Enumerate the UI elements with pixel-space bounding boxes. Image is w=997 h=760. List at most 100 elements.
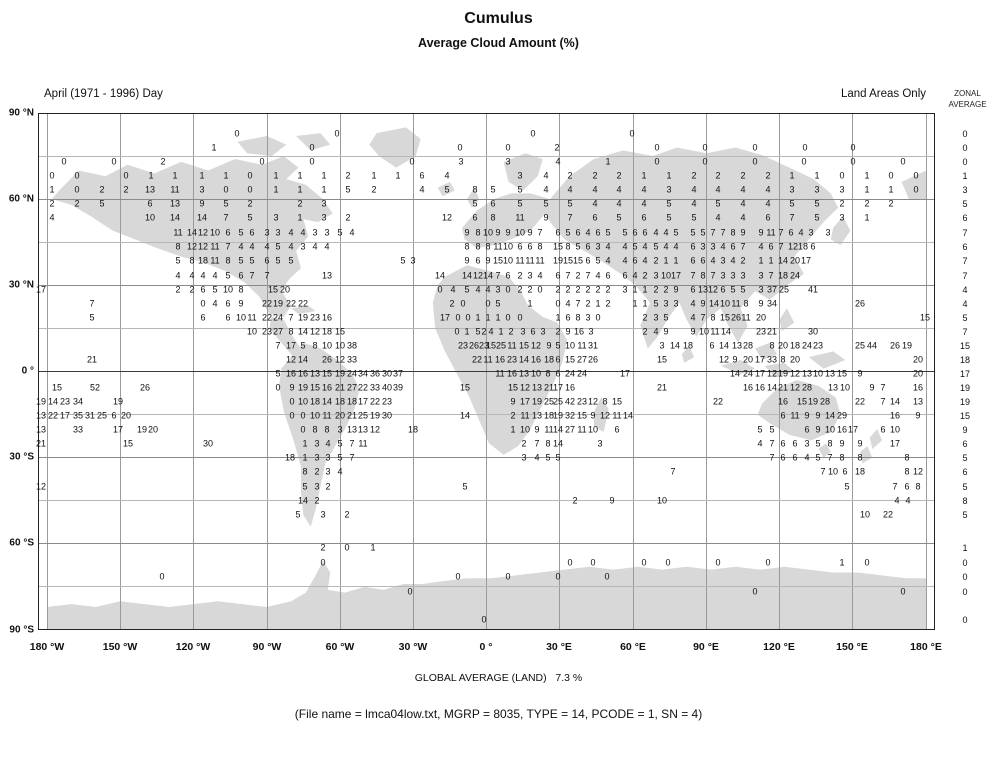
grid-value: 10 (482, 227, 494, 238)
grid-value: 6 (585, 255, 591, 266)
grid-value: 4 (894, 495, 900, 506)
grid-value: 14 (777, 255, 789, 266)
grid-value: 9 (839, 438, 845, 449)
grid-value: 12 (787, 241, 799, 252)
grid-value: 5 (99, 198, 105, 209)
grid-value: 1 (864, 184, 870, 195)
zonal-header-line2: AVERAGE (948, 100, 987, 109)
grid-value: 13 (35, 424, 47, 435)
grid-value: 22 (471, 354, 483, 365)
grid-value: 21 (656, 382, 668, 393)
grid-value: 23 (576, 396, 588, 407)
grid-value: 3 (410, 255, 416, 266)
grid-value: 25 (543, 396, 555, 407)
grid-value: 3 (321, 198, 327, 209)
grid-value: 13 (697, 284, 709, 295)
grid-value: 40 (381, 382, 393, 393)
grid-value: 15 (518, 340, 530, 351)
grid-value: 7 (710, 270, 716, 281)
grid-value: 31 (84, 410, 96, 421)
grid-value: 6 (904, 481, 910, 492)
grid-value: 0 (300, 424, 306, 435)
grid-value: 1 (789, 170, 795, 181)
grid-value: 0 (641, 557, 647, 568)
grid-value: 5 (175, 255, 181, 266)
grid-value: 0 (802, 142, 808, 153)
grid-value: 13 (731, 340, 743, 351)
grid-value: 0 (320, 557, 326, 568)
grid-value: 16 (530, 354, 542, 365)
grid-value: 9 (869, 382, 875, 393)
grid-value: 13 (824, 368, 836, 379)
grid-value: 8 (700, 270, 706, 281)
grid-value: 7 (880, 396, 886, 407)
grid-value: 6 (709, 340, 715, 351)
grid-value: 1 (464, 326, 470, 337)
grid-value: 13 (346, 424, 358, 435)
grid-value: 5 (337, 438, 343, 449)
zonal-average-value: 5 (962, 482, 968, 492)
grid-value: 28 (742, 340, 754, 351)
grid-value: 6 (804, 424, 810, 435)
grid-value: 12 (197, 227, 209, 238)
grid-value: 5 (517, 184, 523, 195)
grid-value: 19 (297, 312, 309, 323)
grid-value: 4 (691, 198, 697, 209)
grid-value: 0 (309, 142, 315, 153)
grid-value: 34 (357, 368, 369, 379)
grid-value: 8 (827, 438, 833, 449)
grid-value: 42 (564, 396, 576, 407)
grid-value: 2 (555, 326, 561, 337)
grid-value: 3 (337, 424, 343, 435)
grid-value: 15 (267, 284, 279, 295)
grid-value: 23 (261, 326, 273, 337)
continent-asia (542, 147, 839, 349)
grid-value: 2 (653, 255, 659, 266)
grid-value: 7 (288, 312, 294, 323)
grid-value: 30 (807, 326, 819, 337)
grid-value: 8 (312, 340, 318, 351)
grid-value: 4 (189, 270, 195, 281)
grid-value: 9 (485, 255, 491, 266)
grid-value: 2 (510, 410, 516, 421)
grid-value: 12 (707, 284, 719, 295)
grid-value: 7 (567, 212, 573, 223)
grid-value: 4 (804, 452, 810, 463)
grid-value: 5 (844, 481, 850, 492)
grid-value: 8 (189, 255, 195, 266)
grid-value: 5 (490, 184, 496, 195)
continent-europe (462, 193, 550, 248)
grid-value: 3 (839, 184, 845, 195)
grid-value: 11 (577, 424, 587, 435)
grid-value: 9 (740, 227, 746, 238)
islands-canadian-arctic-2 (296, 133, 331, 151)
grid-value: 35 (72, 410, 84, 421)
grid-value: 11 (210, 241, 220, 252)
grid-value: 4 (641, 184, 647, 195)
grid-value: 6 (264, 255, 270, 266)
grid-value: 11 (495, 368, 505, 379)
grid-value: 4 (616, 184, 622, 195)
grid-value: 11 (741, 312, 751, 323)
grid-value: 3 (324, 227, 330, 238)
zonal-average-value: 15 (959, 411, 971, 421)
zonal-average-value: 4 (962, 285, 968, 295)
grid-value: 8 (464, 241, 470, 252)
grid-value: 18 (854, 466, 866, 477)
grid-value: 20 (279, 284, 291, 295)
grid-value: 18 (789, 340, 801, 351)
grid-value: 8 (545, 368, 551, 379)
grid-value: 16 (494, 354, 506, 365)
grid-value: 5 (555, 340, 561, 351)
grid-value: 8 (839, 452, 845, 463)
grid-value: 17 (847, 424, 859, 435)
grid-value: 8 (485, 241, 491, 252)
grid-value: 11 (358, 438, 368, 449)
grid-value: 26 (468, 340, 480, 351)
x-axis-label: 30 °E (546, 641, 572, 653)
grid-value: 4 (690, 298, 696, 309)
grid-value: 9 (758, 227, 764, 238)
grid-value: 7 (778, 227, 784, 238)
grid-value: 7 (585, 270, 591, 281)
grid-value: 2 (642, 326, 648, 337)
